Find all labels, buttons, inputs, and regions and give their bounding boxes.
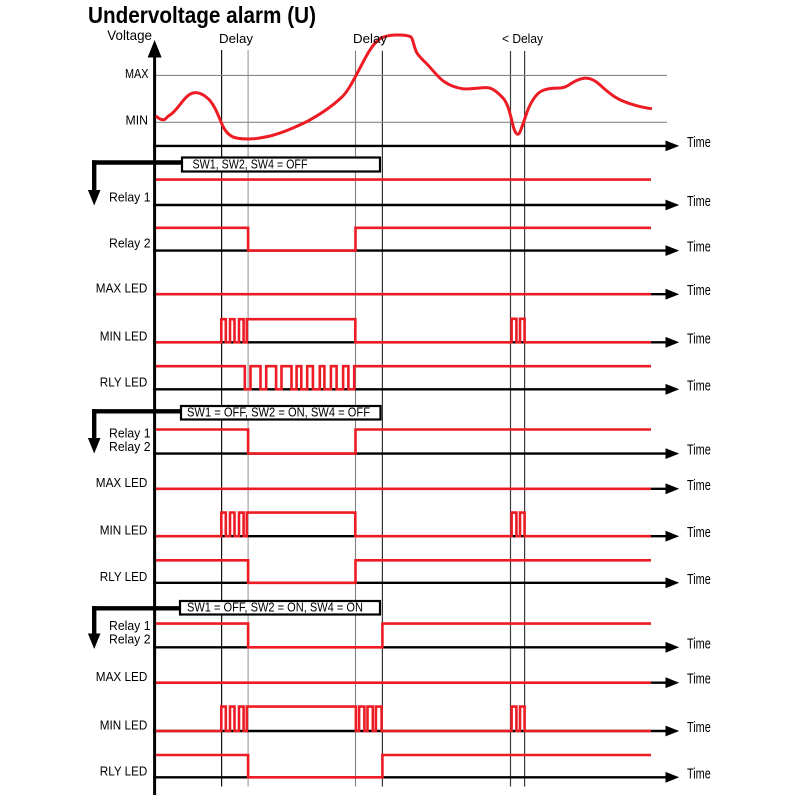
svg-text:Delay: Delay — [353, 31, 387, 46]
svg-text:Relay 2: Relay 2 — [109, 235, 151, 250]
svg-text:Time: Time — [687, 525, 711, 541]
svg-text:Relay 1: Relay 1 — [109, 426, 151, 441]
svg-text:SW1 = OFF, SW2 = ON, SW4 = OFF: SW1 = OFF, SW2 = ON, SW4 = OFF — [187, 405, 370, 420]
svg-text:MIN LED: MIN LED — [100, 329, 148, 344]
svg-text:Relay 2: Relay 2 — [109, 439, 151, 454]
svg-text:MAX LED: MAX LED — [96, 281, 148, 296]
svg-text:Time: Time — [687, 331, 711, 347]
svg-text:< Delay: < Delay — [502, 31, 543, 46]
svg-text:Undervoltage alarm (U): Undervoltage alarm (U) — [88, 2, 316, 28]
svg-text:MIN LED: MIN LED — [100, 718, 148, 733]
svg-text:SW1, SW2, SW4 = OFF: SW1, SW2, SW4 = OFF — [193, 157, 308, 172]
svg-text:Voltage: Voltage — [107, 28, 152, 43]
svg-text:Relay 1: Relay 1 — [109, 190, 151, 205]
svg-text:Time: Time — [687, 672, 711, 688]
svg-text:Time: Time — [687, 135, 711, 151]
svg-text:Relay 1: Relay 1 — [109, 618, 151, 633]
svg-text:MAX LED: MAX LED — [96, 475, 148, 490]
svg-text:Time: Time — [687, 378, 711, 394]
svg-text:MIN: MIN — [126, 113, 149, 128]
svg-text:Time: Time — [687, 443, 711, 459]
svg-text:MAX: MAX — [125, 66, 149, 81]
svg-text:Time: Time — [687, 766, 711, 782]
svg-text:Time: Time — [687, 283, 711, 299]
svg-text:SW1 = OFF, SW2 = ON, SW4 = ON: SW1 = OFF, SW2 = ON, SW4 = ON — [187, 600, 363, 615]
svg-text:RLY LED: RLY LED — [100, 764, 148, 779]
svg-text:MIN LED: MIN LED — [100, 523, 148, 538]
svg-text:RLY LED: RLY LED — [100, 375, 148, 390]
svg-text:Time: Time — [687, 478, 711, 494]
svg-text:Time: Time — [687, 240, 711, 256]
svg-text:RLY LED: RLY LED — [100, 569, 148, 584]
svg-text:Relay 2: Relay 2 — [109, 632, 151, 647]
svg-text:Time: Time — [687, 720, 711, 736]
svg-text:Time: Time — [687, 572, 711, 588]
svg-text:Time: Time — [687, 194, 711, 210]
svg-text:Delay: Delay — [219, 31, 253, 46]
svg-text:Time: Time — [687, 636, 711, 652]
svg-text:MAX LED: MAX LED — [96, 669, 148, 684]
